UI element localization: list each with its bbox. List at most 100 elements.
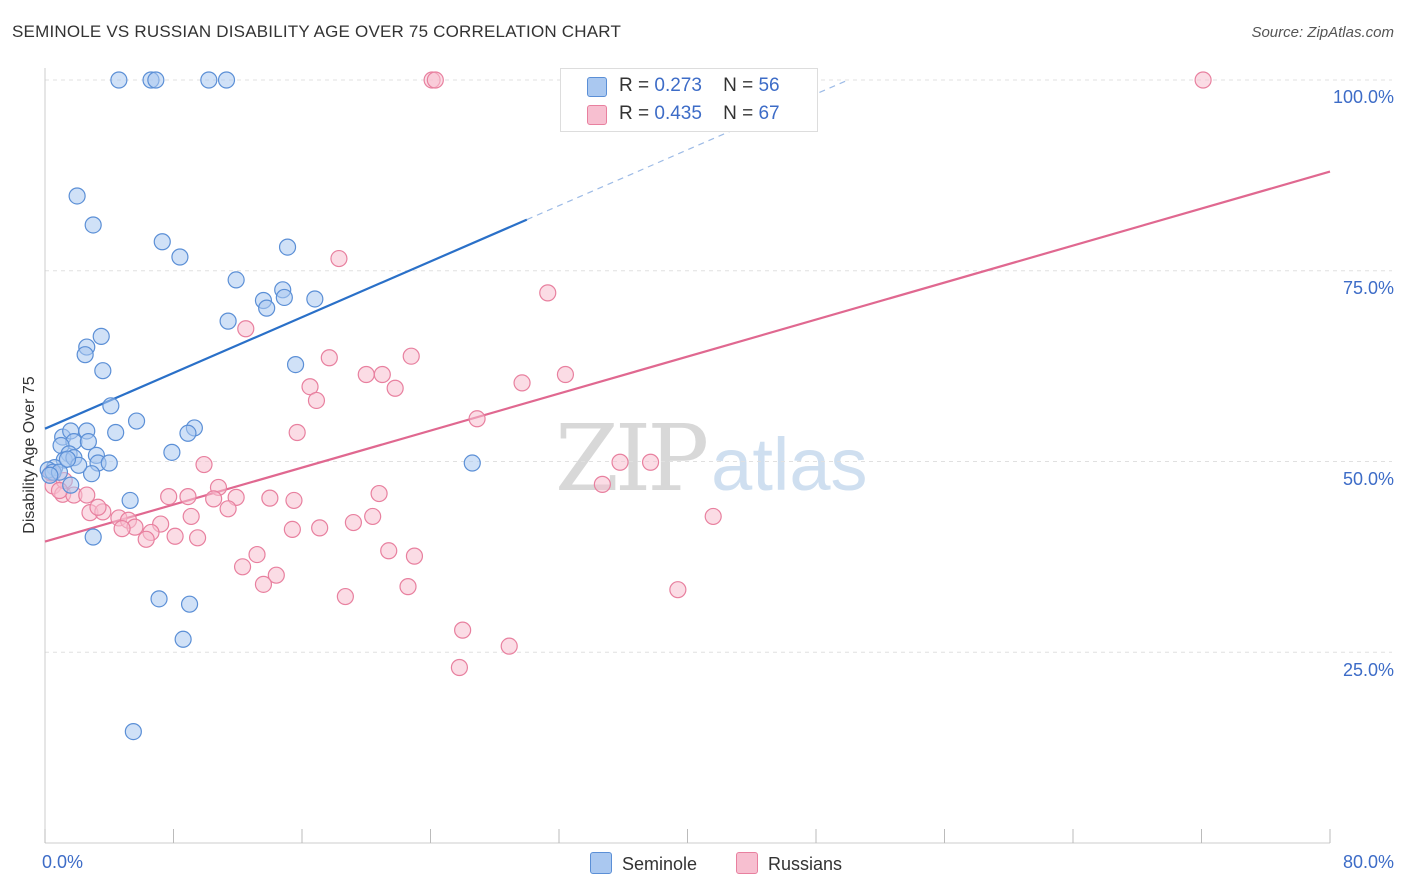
seminole-point-3	[200, 71, 218, 89]
russians-point-8	[357, 365, 375, 384]
russians-point-2	[1194, 71, 1212, 89]
russians-point-60	[450, 658, 469, 677]
russians-point-53	[267, 566, 285, 584]
seminole-point-9	[278, 238, 297, 256]
russians-point-19	[641, 453, 660, 471]
russians-point-51	[248, 545, 266, 564]
seminole-point-15	[258, 299, 276, 317]
seminole-point-49	[174, 630, 192, 648]
seminole-point-4	[217, 71, 236, 89]
russians-point-58	[454, 621, 472, 639]
russians-point-13	[513, 374, 531, 392]
seminole-swatch	[587, 77, 607, 97]
russians-point-9	[373, 365, 391, 384]
seminole-point-21	[94, 362, 112, 380]
russians-legend-swatch	[736, 852, 758, 874]
russians-point-41	[364, 507, 382, 526]
source-label: Source: ZipAtlas.com	[1251, 24, 1394, 41]
axes	[44, 68, 1331, 844]
russians-swatch	[587, 105, 607, 125]
seminole-n-value: 56	[758, 75, 780, 96]
seminole-n-label: N =	[723, 75, 754, 96]
russians-n-value: 67	[758, 103, 780, 124]
seminole-point-23	[127, 412, 146, 430]
russians-point-27	[160, 487, 178, 506]
seminole-r-label: R =	[619, 75, 650, 96]
seminole-legend-label: Seminole	[622, 854, 698, 874]
seminole-point-53	[41, 466, 59, 484]
russians-point-44	[137, 530, 155, 548]
seminole-point-26	[179, 424, 197, 442]
russians-point-7	[402, 347, 420, 365]
seminole-point-5	[68, 187, 86, 205]
russians-trend-line	[44, 170, 1331, 543]
seminole-point-45	[121, 491, 139, 510]
russians-point-54	[254, 575, 273, 593]
seminole-point-44	[62, 476, 80, 494]
seminole-point-38	[100, 454, 118, 472]
russians-point-26	[179, 487, 197, 506]
seminole-point-8	[171, 248, 189, 266]
trend-lines	[44, 79, 1331, 543]
y-tick-label-25: 25.0%	[1342, 660, 1394, 680]
seminole-point-14	[306, 290, 324, 308]
chart-title: SEMINOLE VS RUSSIAN DISABILITY AGE OVER …	[12, 22, 622, 41]
seminole-point-7	[153, 233, 171, 251]
russians-point-42	[704, 507, 722, 526]
seminole-point-31	[79, 433, 97, 451]
seminole-point-6	[84, 216, 102, 234]
russians-point-21	[593, 475, 611, 493]
russians-point-59	[500, 637, 518, 655]
seminole-point-46	[84, 528, 102, 546]
russians-r-label: R =	[619, 103, 650, 124]
russians-point-55	[399, 578, 417, 596]
y-axis-label: Disability Age Over 75	[21, 376, 38, 534]
russians-point-64	[89, 498, 107, 516]
seminole-point-25	[107, 423, 125, 442]
russians-point-14	[307, 391, 326, 410]
seminole-r-value: 0.273	[654, 75, 702, 96]
seminole-point-48	[180, 595, 199, 613]
y-tick-label-75: 75.0%	[1342, 278, 1394, 298]
seminole-point-33	[163, 443, 181, 461]
russians-point-56	[336, 587, 354, 606]
seminole-point-17	[92, 327, 110, 345]
bottom-legend-seminole: Seminole	[590, 852, 697, 875]
russians-n-label: N =	[723, 103, 754, 124]
y-tick-label-50: 50.0%	[1342, 469, 1394, 489]
russians-r-value: 0.435	[654, 103, 702, 124]
russians-point-47	[283, 520, 301, 539]
seminole-point-10	[227, 271, 245, 289]
seminole-point-47	[150, 590, 168, 608]
x-tick-label-min: 0.0%	[42, 852, 84, 872]
russians-point-10	[556, 365, 575, 384]
russians-point-17	[195, 455, 213, 474]
russians-point-3	[330, 249, 348, 268]
seminole-point-16	[219, 312, 237, 330]
russians-point-49	[380, 542, 398, 560]
russians-point-40	[182, 507, 200, 526]
russians-point-22	[370, 484, 388, 503]
russians-point-11	[301, 378, 319, 396]
russians-point-16	[288, 423, 306, 442]
russians-point-6	[320, 349, 338, 367]
watermark-atlas: atlas	[711, 423, 868, 506]
russians-point-12	[386, 379, 404, 397]
russians-point-4	[539, 284, 557, 302]
bottom-legend-russians: Russians	[736, 852, 842, 875]
russians-point-18	[611, 453, 629, 471]
russians-point-63	[344, 513, 362, 532]
russians-point-50	[405, 547, 424, 565]
russians-point-1	[426, 71, 444, 89]
x-tick-label-max: 80.0%	[1342, 852, 1394, 872]
russians-point-38	[113, 520, 131, 538]
seminole-point-0	[110, 71, 128, 89]
seminole-trend-line	[44, 218, 528, 430]
seminole-point-13	[275, 288, 293, 307]
russians-point-31	[205, 490, 223, 508]
seminole-point-20	[286, 355, 305, 374]
russians-point-45	[166, 527, 184, 545]
correlation-legend: R = 0.273 N = 56 R = 0.435 N = 67	[560, 68, 818, 132]
russians-point-5	[237, 320, 255, 338]
